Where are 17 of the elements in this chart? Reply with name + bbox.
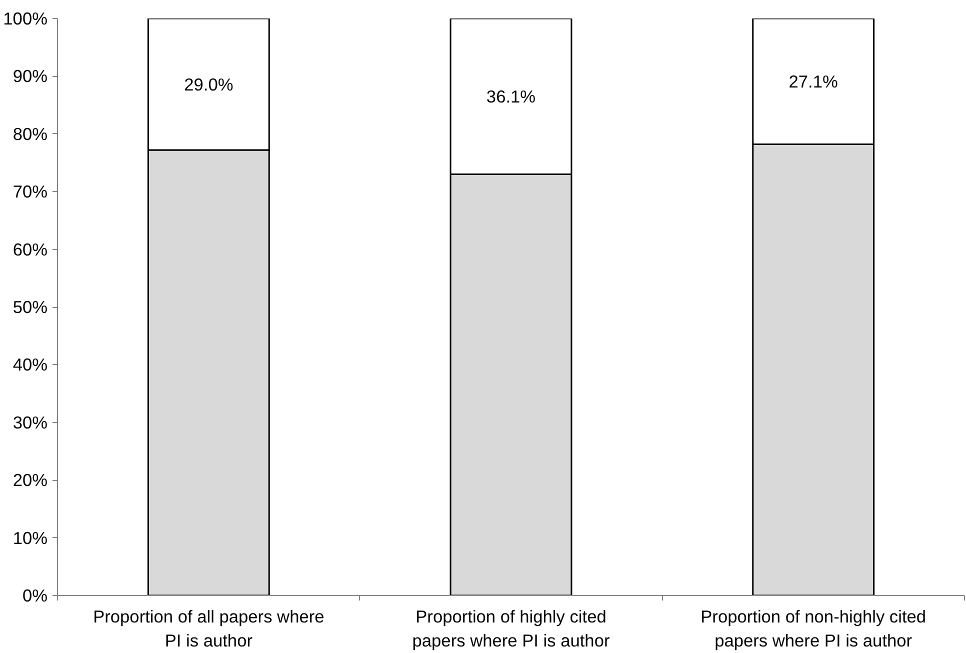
x-tick-label: Proportion of non-highly cited papers where PI is author — [700, 606, 926, 650]
annotation: 27.1% — [788, 71, 838, 92]
y-tick-label: 20% — [12, 470, 48, 490]
y-tick-label: 100% — [3, 8, 48, 28]
annotation: 36.1% — [486, 86, 536, 106]
y-tick-label: 60% — [12, 239, 48, 260]
annotation: 29.0% — [184, 74, 234, 94]
y-tick-label: 30% — [12, 412, 48, 432]
y-tick-label: 50% — [12, 297, 48, 317]
y-tick-label: 10% — [12, 528, 48, 548]
x-tick-label: Proportion of highly cited papers where PI is author — [412, 606, 610, 650]
y-tick-label: 90% — [12, 66, 48, 86]
y-tick-label: 80% — [12, 124, 48, 144]
x-tick-label: Proportion of all papers where PI is author — [93, 606, 324, 650]
y-tick-label: 0% — [22, 586, 48, 606]
y-tick-label: 70% — [12, 182, 48, 202]
y-tick-label: 40% — [12, 354, 48, 375]
